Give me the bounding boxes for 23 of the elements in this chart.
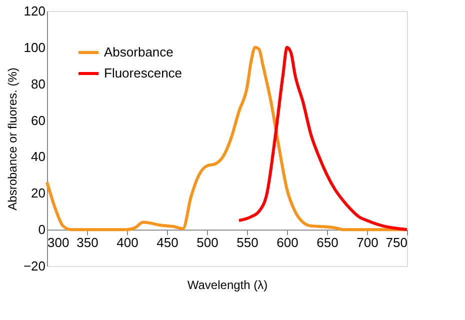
x-tick-label: 650 xyxy=(316,235,338,250)
y-tick-label: −20 xyxy=(23,258,46,274)
y-tick-label: 100 xyxy=(24,40,46,55)
x-tick-label: 300 xyxy=(48,235,70,250)
y-tick-label: 40 xyxy=(31,149,46,164)
x-tick-label: 350 xyxy=(76,235,98,250)
y-tick-label: 80 xyxy=(31,76,46,92)
x-axis-title: Wavelength (λ) xyxy=(187,278,268,292)
legend-label: Absorbance xyxy=(104,44,174,60)
x-tick-label: 750 xyxy=(386,235,408,250)
line-series xyxy=(238,46,408,232)
x-tick-label: 450 xyxy=(156,235,178,250)
x-tick-label: 600 xyxy=(276,235,298,250)
y-tick-label: 120 xyxy=(24,4,46,18)
y-tick-label: 0 xyxy=(38,222,46,238)
legend-label: Fluorescence xyxy=(104,66,182,80)
x-tick-label: 550 xyxy=(236,235,258,250)
y-tick-label: 60 xyxy=(31,112,46,128)
y-axis-title: Absrobance or fluores. (%) xyxy=(5,68,20,210)
x-tick-label: 700 xyxy=(356,235,378,250)
x-tick-label: 400 xyxy=(116,235,138,250)
x-tick-label: 500 xyxy=(196,235,218,250)
y-tick-label: 20 xyxy=(31,186,46,201)
